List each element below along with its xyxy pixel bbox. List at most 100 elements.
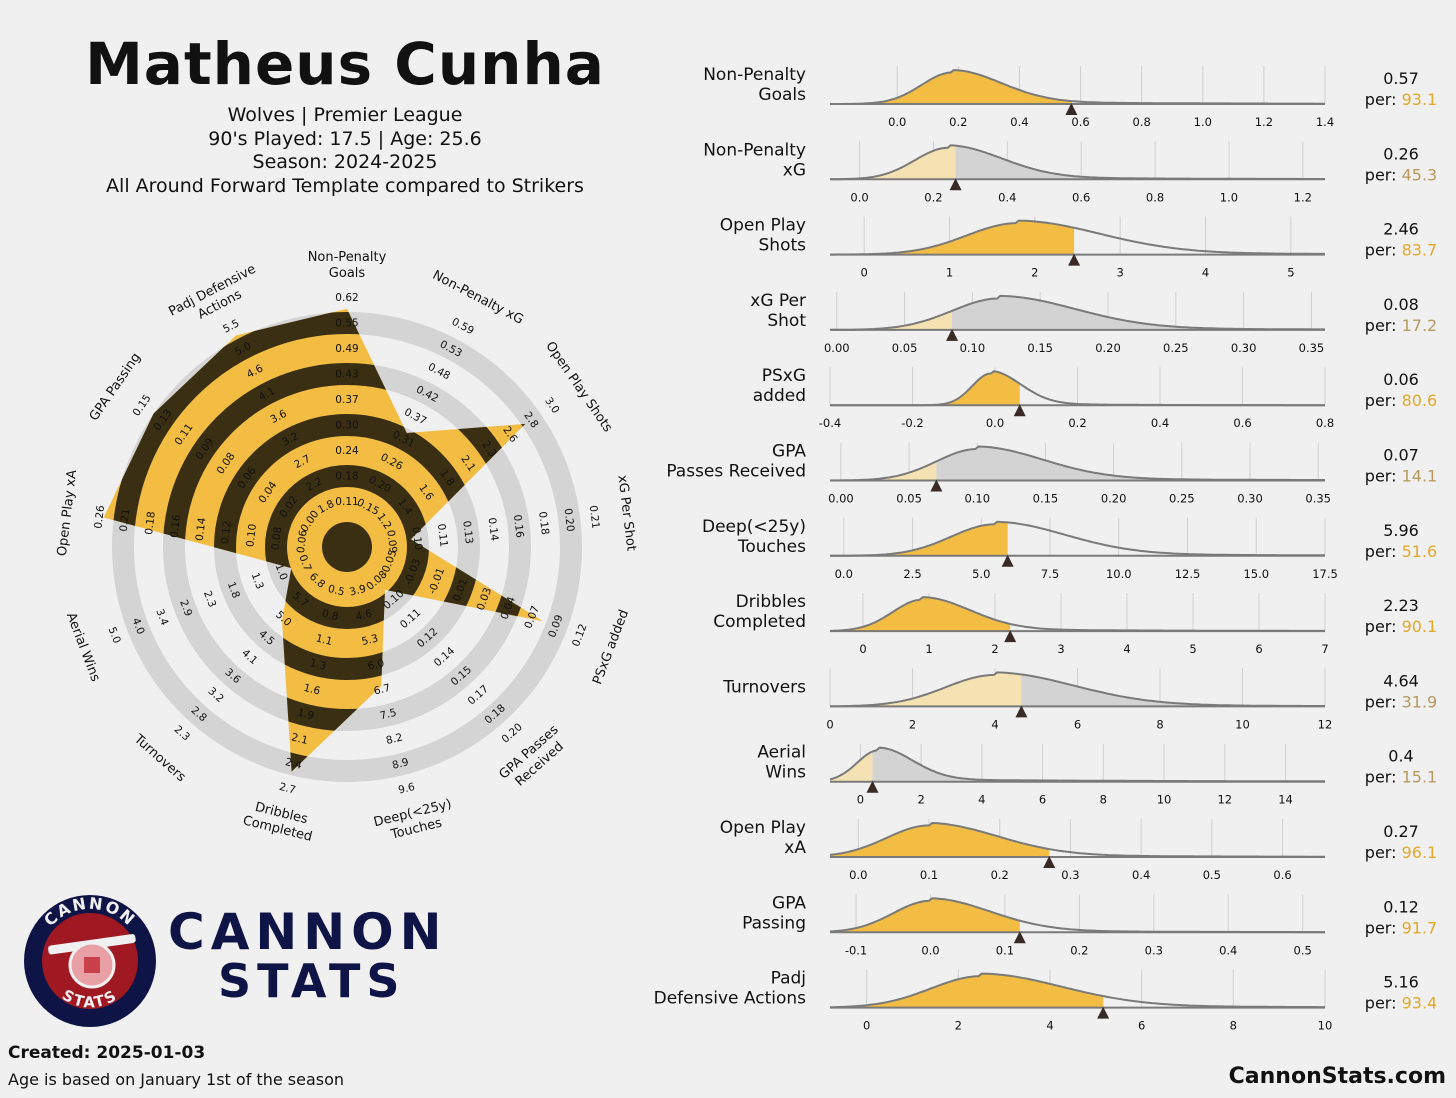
density-percentile: per: 17.2	[1365, 316, 1437, 335]
density-row: Open Play Shots 0 1 2 3 4 5 2.46 per: 83.7	[720, 216, 1437, 280]
density-tick-label: 14	[1278, 793, 1293, 807]
density-percentile-value: 83.7	[1402, 241, 1438, 260]
density-tick-label: 0	[857, 793, 864, 807]
radar-tick-label: 6.7	[373, 682, 392, 698]
density-marker	[1043, 856, 1056, 868]
density-label-line: Turnovers	[722, 677, 806, 697]
density-label: Open Play Shots	[720, 216, 806, 256]
density-tick-label: 0.3	[1145, 943, 1163, 957]
radar-tick-label: 0.21	[118, 508, 133, 533]
density-percentile-prefix: per:	[1365, 918, 1402, 937]
density-value: 2.23	[1383, 596, 1419, 615]
density-value: 0.06	[1383, 370, 1419, 389]
density-label: Non-Penalty xG	[703, 140, 806, 180]
density-value: 0.08	[1383, 295, 1419, 314]
radar-tick-label: 1.6	[302, 682, 321, 698]
density-fill-left	[830, 371, 1020, 406]
density-fill-left	[830, 898, 1020, 933]
density-tick-label: 0.6	[1072, 190, 1090, 204]
density-percentile: per: 15.1	[1365, 768, 1437, 787]
density-value: 2.46	[1383, 220, 1419, 239]
density-percentile-value: 96.1	[1402, 843, 1438, 862]
density-fill-left	[830, 521, 1008, 556]
density-tick-label: 12	[1318, 717, 1333, 731]
density-label-line: added	[753, 386, 806, 406]
brand-line-2: STATS	[218, 954, 406, 1008]
density-percentile: per: 31.9	[1365, 692, 1437, 711]
radar-tick-label: 0.20	[562, 508, 577, 533]
radar-tick-label: 5.3	[360, 632, 379, 648]
template-description: All Around Forward Template compared to …	[106, 175, 584, 197]
density-fill-right	[1021, 674, 1325, 707]
density-fill-left	[830, 597, 1011, 632]
density-label: Turnovers	[722, 677, 806, 697]
density-label-line: Non-Penalty	[703, 140, 806, 160]
density-percentile: per: 45.3	[1365, 165, 1437, 184]
radar-tick-label: 0.43	[335, 369, 358, 381]
density-tick-label: 0	[860, 266, 867, 280]
density-label-line: Completed	[713, 612, 806, 632]
density-label-line: Open Play	[720, 216, 806, 236]
density-percentile: per: 14.1	[1365, 467, 1437, 486]
radar-tick-label: 0.8	[321, 608, 340, 624]
density-tick-label: 15.0	[1243, 567, 1269, 581]
density-label-line: Defensive Actions	[654, 989, 807, 1009]
density-tick-label: 0	[863, 1019, 870, 1033]
density-percentile-prefix: per:	[1365, 768, 1402, 787]
density-tick-label: 0.4	[998, 190, 1016, 204]
radar-axis-label-line: Goals	[329, 266, 366, 281]
density-tick-label: 2	[909, 717, 916, 731]
radar-tick-label: 5.0	[106, 625, 123, 645]
radar-axis-label-line: Non-Penalty	[308, 250, 387, 265]
density-percentile-prefix: per:	[1365, 467, 1402, 486]
radar-tick-label: 8.2	[385, 731, 404, 747]
density-tick-label: 0.30	[1231, 341, 1257, 355]
density-tick-label: 10.0	[1106, 567, 1132, 581]
radar-tick-label: 0.09	[384, 529, 399, 554]
density-percentile-prefix: per:	[1365, 241, 1402, 260]
radar-tick-label: 0.14	[194, 517, 209, 542]
radar-tick-label: 0.11	[435, 523, 450, 548]
density-label-line: Shots	[759, 236, 807, 256]
density-tick-label: 0.6	[1071, 115, 1089, 129]
website-link[interactable]: CannonStats.com	[1228, 1064, 1446, 1089]
density-tick-label: 0.2	[991, 868, 1009, 882]
density-marker	[1097, 1006, 1110, 1019]
density-tick-label: 1.2	[1294, 190, 1312, 204]
density-tick-label: 1.2	[1255, 115, 1273, 129]
radar-tick-label: 0.5	[327, 583, 346, 599]
density-tick-label: 0.35	[1305, 492, 1331, 506]
density-fill-left	[830, 70, 1072, 104]
radar-tick-label: 4.0	[129, 616, 146, 636]
radar-tick-label: 0.24	[335, 445, 359, 457]
season: Season: 2024-2025	[252, 151, 438, 173]
density-tick-label: 0	[826, 717, 833, 731]
radar-tick-label: 0.10	[410, 526, 425, 551]
density-label-line: Dribbles	[736, 592, 807, 612]
density-fill-right	[936, 446, 1325, 481]
radar-chart: 0.11 0.18 0.24 0.30 0.37 0.43 0.49 0.55 0.62 Non-…	[55, 250, 639, 845]
density-percentile-prefix: per:	[1365, 692, 1402, 711]
density-label-line: Passes Received	[666, 462, 806, 482]
density-tick-label: 0.20	[1095, 341, 1121, 355]
density-label: Open Play xA	[720, 818, 807, 858]
density-label-line: Non-Penalty	[703, 65, 806, 85]
density-tick-label: 4	[1046, 1019, 1053, 1033]
density-percentile-value: 45.3	[1402, 165, 1438, 184]
density-label: GPA Passing	[742, 893, 806, 933]
density-tick-label: 0.8	[1133, 115, 1151, 129]
density-tick-label: 0.0	[888, 115, 906, 129]
radar-tick-label: 0.18	[143, 511, 158, 536]
density-label: PSxG added	[753, 366, 806, 406]
radar-tick-label: 0.13	[460, 520, 475, 545]
radar-tick-label: 0.12	[219, 520, 234, 545]
radar-center	[322, 522, 372, 572]
density-tick-label: 8	[1230, 1019, 1237, 1033]
density-label-line: Open Play	[720, 818, 806, 838]
density-label-line: GPA	[772, 442, 806, 462]
density-percentile: per: 93.1	[1365, 90, 1437, 109]
density-tick-label: 4	[1123, 642, 1130, 656]
density-row: Deep(<25y) Touches 0.0 2.5 5.0 7.5 10.0 12.5 15.…	[702, 517, 1437, 581]
density-percentile-value: 90.1	[1402, 617, 1438, 636]
